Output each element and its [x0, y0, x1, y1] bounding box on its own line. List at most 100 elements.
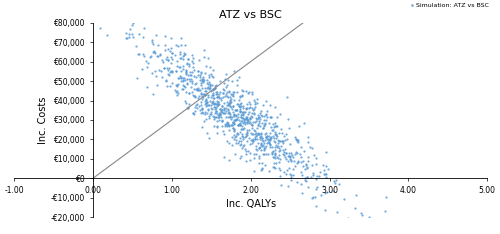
Simulation: ATZ vs BSC: (1.96, 2.87e+04): ATZ vs BSC: (1.96, 2.87e+04) [244, 121, 252, 124]
Simulation: ATZ vs BSC: (2.47, 4.2e+04): ATZ vs BSC: (2.47, 4.2e+04) [284, 95, 292, 99]
Simulation: ATZ vs BSC: (1.59, 3.35e+04): ATZ vs BSC: (1.59, 3.35e+04) [214, 111, 222, 115]
Simulation: ATZ vs BSC: (1.43, 4.47e+04): ATZ vs BSC: (1.43, 4.47e+04) [202, 90, 209, 93]
Simulation: ATZ vs BSC: (1.14, 4.61e+04): ATZ vs BSC: (1.14, 4.61e+04) [178, 87, 186, 91]
Simulation: ATZ vs BSC: (1.89, 1.55e+04): ATZ vs BSC: (1.89, 1.55e+04) [238, 146, 246, 150]
Simulation: ATZ vs BSC: (2.68, 2.85e+04): ATZ vs BSC: (2.68, 2.85e+04) [300, 121, 308, 125]
Simulation: ATZ vs BSC: (1.42, 4.62e+04): ATZ vs BSC: (1.42, 4.62e+04) [201, 87, 209, 90]
Simulation: ATZ vs BSC: (1.43, 4.29e+04): ATZ vs BSC: (1.43, 4.29e+04) [202, 93, 209, 97]
Simulation: ATZ vs BSC: (2.31, 5.14e+03): ATZ vs BSC: (2.31, 5.14e+03) [272, 167, 280, 170]
Simulation: ATZ vs BSC: (1.78, 3.72e+04): ATZ vs BSC: (1.78, 3.72e+04) [230, 104, 237, 108]
Simulation: ATZ vs BSC: (1.5, 3.62e+04): ATZ vs BSC: (1.5, 3.62e+04) [208, 106, 216, 110]
Simulation: ATZ vs BSC: (1.71, 5.05e+04): ATZ vs BSC: (1.71, 5.05e+04) [224, 78, 232, 82]
Simulation: ATZ vs BSC: (2.84, 1.12e+03): ATZ vs BSC: (2.84, 1.12e+03) [313, 174, 321, 178]
Simulation: ATZ vs BSC: (0.881, 5.21e+04): ATZ vs BSC: (0.881, 5.21e+04) [158, 75, 166, 79]
Simulation: ATZ vs BSC: (1.39, 5.2e+04): ATZ vs BSC: (1.39, 5.2e+04) [199, 75, 207, 79]
Simulation: ATZ vs BSC: (1.71, 2.73e+04): ATZ vs BSC: (1.71, 2.73e+04) [224, 123, 232, 127]
Simulation: ATZ vs BSC: (1.94, 4.48e+04): ATZ vs BSC: (1.94, 4.48e+04) [242, 89, 250, 93]
Simulation: ATZ vs BSC: (1.92, 3.01e+04): ATZ vs BSC: (1.92, 3.01e+04) [240, 118, 248, 122]
Simulation: ATZ vs BSC: (1.84, 2.73e+04): ATZ vs BSC: (1.84, 2.73e+04) [234, 123, 242, 127]
Simulation: ATZ vs BSC: (2.28, 2.78e+04): ATZ vs BSC: (2.28, 2.78e+04) [268, 122, 276, 126]
Simulation: ATZ vs BSC: (1.94, 3.11e+04): ATZ vs BSC: (1.94, 3.11e+04) [242, 116, 250, 120]
Simulation: ATZ vs BSC: (2.45, 2.26e+03): ATZ vs BSC: (2.45, 2.26e+03) [282, 172, 290, 176]
Simulation: ATZ vs BSC: (2.11, 1.58e+04): ATZ vs BSC: (2.11, 1.58e+04) [256, 146, 264, 150]
Simulation: ATZ vs BSC: (1.94, 1.43e+04): ATZ vs BSC: (1.94, 1.43e+04) [242, 149, 250, 152]
Simulation: ATZ vs BSC: (2.25, 3.13e+04): ATZ vs BSC: (2.25, 3.13e+04) [266, 116, 274, 119]
Simulation: ATZ vs BSC: (1.96, 2.35e+04): ATZ vs BSC: (1.96, 2.35e+04) [244, 131, 252, 135]
Simulation: ATZ vs BSC: (1.33, 5.32e+04): ATZ vs BSC: (1.33, 5.32e+04) [194, 73, 202, 77]
Simulation: ATZ vs BSC: (2.6, 8.42e+03): ATZ vs BSC: (2.6, 8.42e+03) [294, 160, 302, 164]
Simulation: ATZ vs BSC: (2.89, -8.3e+03): ATZ vs BSC: (2.89, -8.3e+03) [317, 193, 325, 196]
Simulation: ATZ vs BSC: (1.73, 4.44e+04): ATZ vs BSC: (1.73, 4.44e+04) [226, 90, 234, 94]
Simulation: ATZ vs BSC: (1.56, 3.63e+04): ATZ vs BSC: (1.56, 3.63e+04) [212, 106, 220, 110]
Simulation: ATZ vs BSC: (2.19, 2.28e+04): ATZ vs BSC: (2.19, 2.28e+04) [262, 132, 270, 136]
Simulation: ATZ vs BSC: (1.71, 2.86e+04): ATZ vs BSC: (1.71, 2.86e+04) [224, 121, 232, 125]
Simulation: ATZ vs BSC: (0.416, 9.2e+04): ATZ vs BSC: (0.416, 9.2e+04) [122, 0, 130, 1]
Simulation: ATZ vs BSC: (0.988, 6.7e+04): ATZ vs BSC: (0.988, 6.7e+04) [167, 46, 175, 50]
Simulation: ATZ vs BSC: (2.11, 2.86e+04): ATZ vs BSC: (2.11, 2.86e+04) [256, 121, 264, 124]
Simulation: ATZ vs BSC: (1.04, 4.54e+04): ATZ vs BSC: (1.04, 4.54e+04) [170, 88, 178, 92]
Simulation: ATZ vs BSC: (1.82, 3.53e+04): ATZ vs BSC: (1.82, 3.53e+04) [232, 108, 240, 112]
Simulation: ATZ vs BSC: (2.46, 2.04e+04): ATZ vs BSC: (2.46, 2.04e+04) [282, 137, 290, 141]
Simulation: ATZ vs BSC: (1.99, 3.05e+04): ATZ vs BSC: (1.99, 3.05e+04) [246, 117, 254, 121]
Simulation: ATZ vs BSC: (2.11, 1.15e+04): ATZ vs BSC: (2.11, 1.15e+04) [255, 154, 263, 158]
Simulation: ATZ vs BSC: (2.36, 5.11e+03): ATZ vs BSC: (2.36, 5.11e+03) [276, 167, 283, 170]
Simulation: ATZ vs BSC: (2.07, 2.94e+04): ATZ vs BSC: (2.07, 2.94e+04) [252, 119, 260, 123]
Simulation: ATZ vs BSC: (1.54, 3.8e+04): ATZ vs BSC: (1.54, 3.8e+04) [210, 102, 218, 106]
Simulation: ATZ vs BSC: (1.33, 4.55e+04): ATZ vs BSC: (1.33, 4.55e+04) [194, 88, 202, 92]
Simulation: ATZ vs BSC: (1.1, 6.4e+04): ATZ vs BSC: (1.1, 6.4e+04) [176, 52, 184, 56]
Simulation: ATZ vs BSC: (1, 4.9e+04): ATZ vs BSC: (1, 4.9e+04) [168, 81, 176, 85]
Simulation: ATZ vs BSC: (1.86, 3.43e+04): ATZ vs BSC: (1.86, 3.43e+04) [236, 110, 244, 113]
Simulation: ATZ vs BSC: (3.05, -6.58e+03): ATZ vs BSC: (3.05, -6.58e+03) [330, 189, 338, 193]
Simulation: ATZ vs BSC: (1.04, 6.35e+04): ATZ vs BSC: (1.04, 6.35e+04) [171, 53, 179, 57]
Simulation: ATZ vs BSC: (1.11, 6.49e+04): ATZ vs BSC: (1.11, 6.49e+04) [176, 50, 184, 54]
Simulation: ATZ vs BSC: (1.44, 3.71e+04): ATZ vs BSC: (1.44, 3.71e+04) [202, 104, 210, 108]
Simulation: ATZ vs BSC: (2.24, 2.03e+04): ATZ vs BSC: (2.24, 2.03e+04) [266, 137, 274, 141]
Simulation: ATZ vs BSC: (1.55, 3.17e+04): ATZ vs BSC: (1.55, 3.17e+04) [211, 115, 219, 118]
Simulation: ATZ vs BSC: (1.22, 5.12e+04): ATZ vs BSC: (1.22, 5.12e+04) [185, 77, 193, 81]
Simulation: ATZ vs BSC: (2.33, 2.7e+04): ATZ vs BSC: (2.33, 2.7e+04) [272, 124, 280, 128]
Simulation: ATZ vs BSC: (1.36, 4.53e+04): ATZ vs BSC: (1.36, 4.53e+04) [196, 88, 204, 92]
Simulation: ATZ vs BSC: (1.94, 2.17e+04): ATZ vs BSC: (1.94, 2.17e+04) [242, 134, 250, 138]
Simulation: ATZ vs BSC: (1.86, 1.73e+04): ATZ vs BSC: (1.86, 1.73e+04) [236, 143, 244, 147]
Simulation: ATZ vs BSC: (2.18, 1.56e+04): ATZ vs BSC: (2.18, 1.56e+04) [260, 146, 268, 150]
Simulation: ATZ vs BSC: (1.32, 3.6e+04): ATZ vs BSC: (1.32, 3.6e+04) [193, 106, 201, 110]
Simulation: ATZ vs BSC: (1.12, 6.87e+04): ATZ vs BSC: (1.12, 6.87e+04) [177, 43, 185, 47]
Simulation: ATZ vs BSC: (1.82, 4.8e+04): ATZ vs BSC: (1.82, 4.8e+04) [232, 83, 240, 87]
Simulation: ATZ vs BSC: (1.53, 4.12e+04): ATZ vs BSC: (1.53, 4.12e+04) [210, 96, 218, 100]
Simulation: ATZ vs BSC: (1.52, 4.56e+04): ATZ vs BSC: (1.52, 4.56e+04) [209, 88, 217, 91]
Simulation: ATZ vs BSC: (1.89, 2.7e+04): ATZ vs BSC: (1.89, 2.7e+04) [238, 124, 246, 128]
Simulation: ATZ vs BSC: (2.08, 3.06e+04): ATZ vs BSC: (2.08, 3.06e+04) [254, 117, 262, 121]
Simulation: ATZ vs BSC: (2.51, -816): ATZ vs BSC: (2.51, -816) [287, 178, 295, 182]
Simulation: ATZ vs BSC: (1.37, 5.46e+04): ATZ vs BSC: (1.37, 5.46e+04) [197, 70, 205, 74]
Simulation: ATZ vs BSC: (2.16, 2.59e+04): ATZ vs BSC: (2.16, 2.59e+04) [259, 126, 267, 130]
Simulation: ATZ vs BSC: (2.69, 4.74e+03): ATZ vs BSC: (2.69, 4.74e+03) [301, 167, 309, 171]
Simulation: ATZ vs BSC: (1.97, 2.96e+04): ATZ vs BSC: (1.97, 2.96e+04) [244, 119, 252, 123]
Simulation: ATZ vs BSC: (1.67, 3.85e+04): ATZ vs BSC: (1.67, 3.85e+04) [220, 102, 228, 105]
Simulation: ATZ vs BSC: (2.31, 1.32e+04): ATZ vs BSC: (2.31, 1.32e+04) [271, 151, 279, 155]
Simulation: ATZ vs BSC: (2.04, 3.31e+04): ATZ vs BSC: (2.04, 3.31e+04) [250, 112, 258, 116]
Simulation: ATZ vs BSC: (1.83, 2.76e+04): ATZ vs BSC: (1.83, 2.76e+04) [234, 123, 241, 126]
Simulation: ATZ vs BSC: (2.48, 5.35e+03): ATZ vs BSC: (2.48, 5.35e+03) [284, 166, 292, 170]
Simulation: ATZ vs BSC: (0.827, 6.88e+04): ATZ vs BSC: (0.827, 6.88e+04) [154, 43, 162, 46]
Simulation: ATZ vs BSC: (1.46, 4.83e+04): ATZ vs BSC: (1.46, 4.83e+04) [204, 83, 212, 86]
Simulation: ATZ vs BSC: (1.71, 3.57e+04): ATZ vs BSC: (1.71, 3.57e+04) [224, 107, 232, 111]
Simulation: ATZ vs BSC: (1.64, 3.7e+04): ATZ vs BSC: (1.64, 3.7e+04) [218, 104, 226, 108]
Simulation: ATZ vs BSC: (1.73, 3.87e+04): ATZ vs BSC: (1.73, 3.87e+04) [225, 101, 233, 105]
Simulation: ATZ vs BSC: (2.31, 2.3e+04): ATZ vs BSC: (2.31, 2.3e+04) [271, 132, 279, 135]
Simulation: ATZ vs BSC: (1.61, 5.02e+04): ATZ vs BSC: (1.61, 5.02e+04) [216, 79, 224, 82]
Simulation: ATZ vs BSC: (2, 1.77e+04): ATZ vs BSC: (2, 1.77e+04) [246, 142, 254, 146]
Simulation: ATZ vs BSC: (1.79, 2.53e+04): ATZ vs BSC: (1.79, 2.53e+04) [230, 127, 238, 131]
Simulation: ATZ vs BSC: (1.39, 4.2e+04): ATZ vs BSC: (1.39, 4.2e+04) [199, 95, 207, 99]
Simulation: ATZ vs BSC: (2, 1.99e+04): ATZ vs BSC: (2, 1.99e+04) [246, 138, 254, 142]
Simulation: ATZ vs BSC: (1.87, 2.84e+04): ATZ vs BSC: (1.87, 2.84e+04) [236, 121, 244, 125]
Simulation: ATZ vs BSC: (2.03, 1.93e+04): ATZ vs BSC: (2.03, 1.93e+04) [249, 139, 257, 143]
Simulation: ATZ vs BSC: (2.19, 3.28e+04): ATZ vs BSC: (2.19, 3.28e+04) [262, 113, 270, 116]
Simulation: ATZ vs BSC: (2.73, 9.02e+03): ATZ vs BSC: (2.73, 9.02e+03) [304, 159, 312, 163]
Simulation: ATZ vs BSC: (1.55, 4.81e+04): ATZ vs BSC: (1.55, 4.81e+04) [212, 83, 220, 87]
Simulation: ATZ vs BSC: (2.96, 6.26e+03): ATZ vs BSC: (2.96, 6.26e+03) [322, 164, 330, 168]
Simulation: ATZ vs BSC: (1.86, 3.01e+04): ATZ vs BSC: (1.86, 3.01e+04) [236, 118, 244, 122]
Simulation: ATZ vs BSC: (2.49, 1.13e+04): ATZ vs BSC: (2.49, 1.13e+04) [285, 154, 293, 158]
Simulation: ATZ vs BSC: (1.65, 4.36e+04): ATZ vs BSC: (1.65, 4.36e+04) [219, 91, 227, 95]
Simulation: ATZ vs BSC: (1.26, 3.38e+04): ATZ vs BSC: (1.26, 3.38e+04) [188, 111, 196, 114]
Simulation: ATZ vs BSC: (2.62, 1.24e+04): ATZ vs BSC: (2.62, 1.24e+04) [296, 152, 304, 156]
